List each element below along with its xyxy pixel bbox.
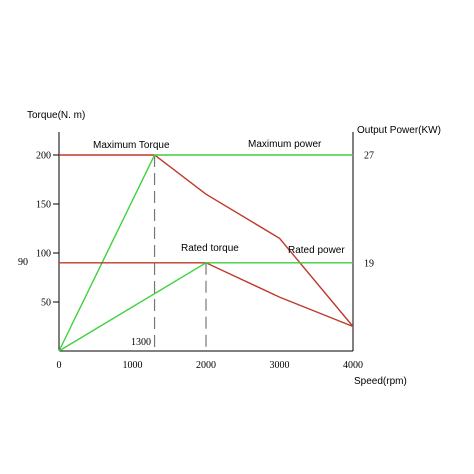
annotation-max-torque: Maximum Torque: [93, 140, 170, 151]
annotation-rated-torque: Rated torque: [181, 243, 239, 254]
annotation-rated-power: Rated power: [288, 245, 345, 256]
series-line-3: [58, 262, 353, 352]
x-tick-label-2: 2000: [196, 360, 216, 371]
series-lines: [58, 154, 354, 352]
x-axis-title: Speed(rpm): [354, 376, 407, 387]
left-tick-label-1: 100: [36, 249, 51, 260]
left-tick-label-3: 200: [36, 151, 51, 162]
left-tick-label-2: 150: [36, 200, 51, 211]
annotation-max-power: Maximum power: [248, 139, 322, 150]
x-tick-label-0: 0: [57, 360, 62, 371]
x-tick-label-1: 1000: [123, 360, 143, 371]
series-line-2: [59, 262, 354, 328]
x-tick-label-3: 3000: [270, 360, 290, 371]
right-tick-label-0: 19: [364, 258, 374, 269]
left-axis-title: Torque(N. m): [27, 110, 85, 121]
extra-speed-label: 1300: [131, 337, 151, 348]
extra-torque-label: 90: [18, 257, 28, 268]
axis-ticks: 50 100 150 200 19 27 0 1000 2000 3000 4000: [36, 151, 374, 372]
series-line-1: [58, 154, 353, 352]
left-tick-label-0: 50: [41, 298, 51, 309]
right-tick-label-1: 27: [364, 151, 374, 162]
right-axis-title: Output Power(KW): [357, 125, 441, 136]
series-line-0: [59, 154, 354, 327]
dashed-guides: [153, 155, 207, 351]
axes: [58, 132, 354, 352]
x-tick-label-4: 4000: [343, 360, 363, 371]
